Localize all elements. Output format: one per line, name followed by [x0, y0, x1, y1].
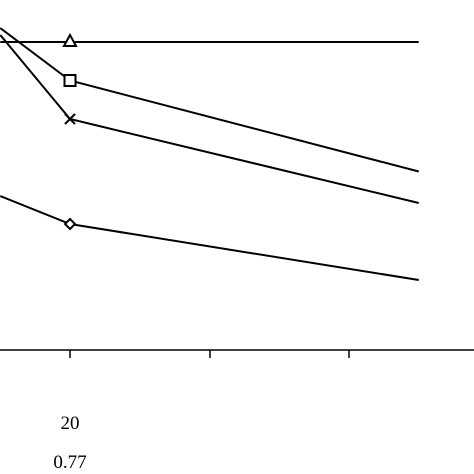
- x-tick-sublabel-20: 0.77: [53, 452, 86, 473]
- series-diamond-point: [63, 217, 77, 231]
- plot-area: [0, 27, 420, 281]
- x-tick-label-20: 20: [61, 413, 80, 434]
- x-axis: [0, 349, 474, 358]
- series-diamond-line: [0, 195, 419, 281]
- series-triangle-point: [62, 32, 78, 47]
- series-square-point: [63, 74, 77, 87]
- x-mark-stroke-b: [64, 113, 76, 125]
- series-x-line: [0, 34, 419, 204]
- series-square-line: [0, 27, 420, 173]
- x-tick-labels: 200.77: [53, 413, 86, 473]
- series-x-point: [64, 113, 76, 125]
